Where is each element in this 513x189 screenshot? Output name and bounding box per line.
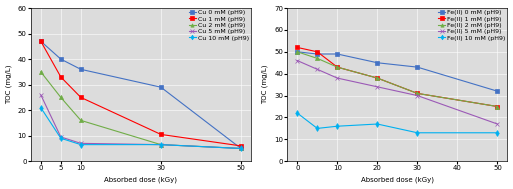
Cu 2 mM (pH9) xyxy=(238,147,244,149)
Fe(II) 5 mM (pH9) xyxy=(294,59,301,62)
Cu 2 mM (pH9) xyxy=(158,143,164,146)
Cu 2 mM (pH9) xyxy=(78,119,84,122)
Cu 1 mM (pH9) xyxy=(78,96,84,98)
Fe(II) 2 mM (pH9) xyxy=(374,77,381,79)
X-axis label: Absorbed dose (kGy): Absorbed dose (kGy) xyxy=(104,177,177,184)
X-axis label: Absorbed dose (kGy): Absorbed dose (kGy) xyxy=(361,177,434,184)
Cu 10 mM (pH9) xyxy=(58,137,64,139)
Cu 0 mM (pH9) xyxy=(238,147,244,149)
Line: Cu 5 mM (pH9): Cu 5 mM (pH9) xyxy=(38,93,243,151)
Fe(II) 2 mM (pH9) xyxy=(334,66,341,68)
Line: Cu 1 mM (pH9): Cu 1 mM (pH9) xyxy=(38,39,243,148)
Fe(II) 10 mM (pH9) xyxy=(415,132,421,134)
Fe(II) 1 mM (pH9) xyxy=(334,66,341,68)
Y-axis label: TOC (mg/L): TOC (mg/L) xyxy=(262,65,269,104)
Line: Fe(II) 10 mM (pH9): Fe(II) 10 mM (pH9) xyxy=(295,111,500,135)
Cu 5 mM (pH9) xyxy=(78,142,84,144)
Line: Fe(II) 2 mM (pH9): Fe(II) 2 mM (pH9) xyxy=(295,50,500,109)
Cu 5 mM (pH9) xyxy=(238,147,244,149)
Cu 10 mM (pH9) xyxy=(158,143,164,146)
Legend: Cu 0 mM (pH9), Cu 1 mM (pH9), Cu 2 mM (pH9), Cu 5 mM (pH9), Cu 10 mM (pH9): Cu 0 mM (pH9), Cu 1 mM (pH9), Cu 2 mM (p… xyxy=(188,9,250,41)
Cu 5 mM (pH9) xyxy=(58,136,64,138)
Line: Cu 0 mM (pH9): Cu 0 mM (pH9) xyxy=(38,39,243,151)
Line: Fe(II) 1 mM (pH9): Fe(II) 1 mM (pH9) xyxy=(295,45,500,109)
Fe(II) 0 mM (pH9) xyxy=(374,62,381,64)
Fe(II) 0 mM (pH9) xyxy=(314,53,321,55)
Fe(II) 5 mM (pH9) xyxy=(374,86,381,88)
Y-axis label: TOC (mg/L): TOC (mg/L) xyxy=(6,65,12,104)
Fe(II) 1 mM (pH9) xyxy=(314,51,321,53)
Cu 10 mM (pH9) xyxy=(38,106,44,109)
Fe(II) 5 mM (pH9) xyxy=(495,123,501,125)
Fe(II) 5 mM (pH9) xyxy=(415,94,421,97)
Cu 0 mM (pH9) xyxy=(58,58,64,60)
Cu 1 mM (pH9) xyxy=(58,76,64,78)
Fe(II) 1 mM (pH9) xyxy=(374,77,381,79)
Line: Fe(II) 5 mM (pH9): Fe(II) 5 mM (pH9) xyxy=(295,58,500,126)
Fe(II) 0 mM (pH9) xyxy=(495,90,501,92)
Fe(II) 10 mM (pH9) xyxy=(495,132,501,134)
Fe(II) 1 mM (pH9) xyxy=(294,46,301,49)
Fe(II) 2 mM (pH9) xyxy=(415,92,421,94)
Legend: Fe(II) 0 mM (pH9), Fe(II) 1 mM (pH9), Fe(II) 2 mM (pH9), Fe(II) 5 mM (pH9), Fe(I: Fe(II) 0 mM (pH9), Fe(II) 1 mM (pH9), Fe… xyxy=(437,9,506,41)
Fe(II) 2 mM (pH9) xyxy=(294,51,301,53)
Fe(II) 10 mM (pH9) xyxy=(294,112,301,114)
Fe(II) 1 mM (pH9) xyxy=(495,105,501,108)
Cu 0 mM (pH9) xyxy=(38,40,44,42)
Fe(II) 1 mM (pH9) xyxy=(415,92,421,94)
Cu 10 mM (pH9) xyxy=(78,143,84,146)
Fe(II) 10 mM (pH9) xyxy=(334,125,341,127)
Cu 1 mM (pH9) xyxy=(158,133,164,136)
Fe(II) 0 mM (pH9) xyxy=(334,53,341,55)
Cu 2 mM (pH9) xyxy=(58,96,64,98)
Cu 2 mM (pH9) xyxy=(38,71,44,73)
Fe(II) 10 mM (pH9) xyxy=(314,127,321,129)
Fe(II) 0 mM (pH9) xyxy=(294,51,301,53)
Cu 1 mM (pH9) xyxy=(238,145,244,147)
Fe(II) 5 mM (pH9) xyxy=(334,77,341,79)
Cu 1 mM (pH9) xyxy=(38,40,44,42)
Fe(II) 2 mM (pH9) xyxy=(495,105,501,108)
Line: Cu 2 mM (pH9): Cu 2 mM (pH9) xyxy=(38,70,243,151)
Line: Cu 10 mM (pH9): Cu 10 mM (pH9) xyxy=(38,105,243,151)
Cu 0 mM (pH9) xyxy=(78,68,84,70)
Fe(II) 2 mM (pH9) xyxy=(314,57,321,60)
Cu 5 mM (pH9) xyxy=(158,143,164,146)
Cu 0 mM (pH9) xyxy=(158,86,164,88)
Cu 5 mM (pH9) xyxy=(38,94,44,96)
Fe(II) 10 mM (pH9) xyxy=(374,123,381,125)
Fe(II) 5 mM (pH9) xyxy=(314,68,321,70)
Fe(II) 0 mM (pH9) xyxy=(415,66,421,68)
Cu 10 mM (pH9) xyxy=(238,147,244,149)
Line: Fe(II) 0 mM (pH9): Fe(II) 0 mM (pH9) xyxy=(295,50,500,93)
